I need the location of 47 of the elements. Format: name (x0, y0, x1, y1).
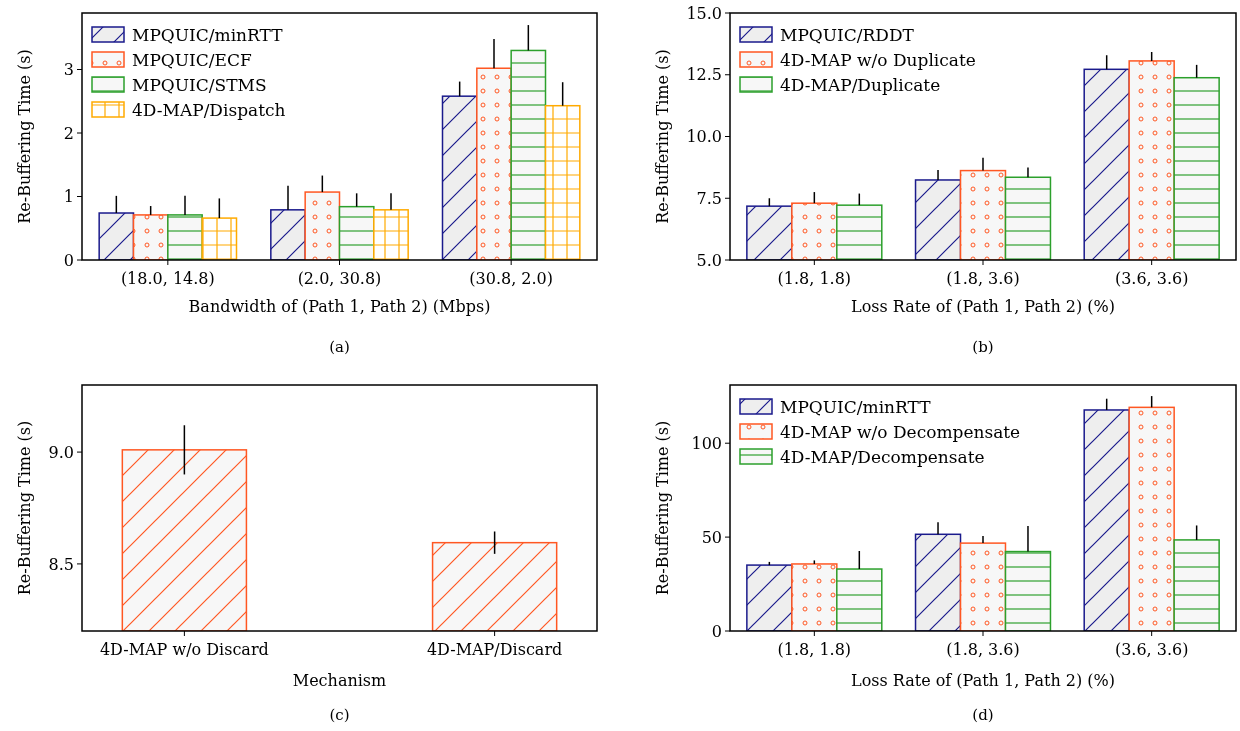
legend-label: MPQUIC/STMS (132, 74, 267, 95)
x-tick-label: (1.8, 3.6) (946, 269, 1020, 288)
x-axis-title: Bandwidth of (Path 1, Path 2) (Mbps) (188, 297, 491, 316)
y-tick-label: 3 (63, 60, 74, 80)
legend-label: 4D-MAP/Decompensate (780, 446, 985, 467)
legend-label: MPQUIC/RDDT (780, 24, 915, 45)
x-axis-title: Loss Rate of (Path 1, Path 2) (%) (851, 671, 1115, 690)
y-axis-title: Re-Buffering Time (s) (15, 420, 34, 596)
legend-label: 4D-MAP/Dispatch (132, 99, 286, 120)
text: (d) (972, 706, 994, 724)
y-axis-title: Re-Buffering Time (s) (653, 49, 672, 224)
x-tick-label: 4D-MAP w/o Discard (99, 640, 269, 659)
x-tick-label: (1.8, 1.8) (777, 269, 852, 288)
x-tick-label: (3.6, 3.6) (1114, 269, 1189, 288)
y-tick-label: 100 (691, 433, 722, 453)
legend-label: 4D-MAP/Duplicate (780, 74, 941, 95)
legend-label: MPQUIC/minRTT (132, 24, 284, 45)
x-tick-label: (1.8, 3.6) (946, 640, 1020, 659)
y-tick-label: 50 (701, 527, 722, 547)
y-tick-label: 7.5 (696, 188, 722, 208)
y-tick-label: 0 (63, 250, 74, 270)
legend-label: MPQUIC/minRTT (780, 396, 932, 417)
text: (b) (972, 338, 994, 356)
x-tick-label: (18.0, 14.8) (120, 269, 215, 288)
text: (a) (329, 338, 350, 356)
legend-label: MPQUIC/ECF (132, 49, 252, 70)
y-axis-title: Re-Buffering Time (s) (15, 49, 34, 224)
y-tick-label: 1 (63, 187, 74, 207)
y-tick-label: 15.0 (686, 3, 722, 23)
y-tick-label: 8.5 (48, 554, 74, 574)
x-axis-title: Mechanism (292, 671, 387, 690)
y-tick-label: 5.0 (696, 250, 722, 270)
x-axis-title: Loss Rate of (Path 1, Path 2) (%) (851, 297, 1115, 316)
y-axis-title: Re-Buffering Time (s) (653, 420, 672, 596)
legend-label: 4D-MAP w/o Duplicate (780, 49, 976, 70)
y-tick-label: 10.0 (686, 127, 722, 147)
legend-label: 4D-MAP w/o Decompensate (780, 421, 1021, 442)
x-tick-label: (3.6, 3.6) (1114, 640, 1189, 659)
x-tick-label: (1.8, 1.8) (777, 640, 852, 659)
y-tick-label: 12.5 (686, 65, 722, 85)
y-tick-label: 2 (63, 123, 74, 143)
y-tick-label: 9.0 (48, 442, 74, 462)
text: (c) (329, 706, 350, 724)
x-tick-label: (30.8, 2.0) (469, 269, 554, 288)
y-tick-label: 0 (711, 621, 722, 641)
x-tick-label: (2.0, 30.8) (297, 269, 382, 288)
x-tick-label: 4D-MAP/Discard (426, 640, 563, 659)
